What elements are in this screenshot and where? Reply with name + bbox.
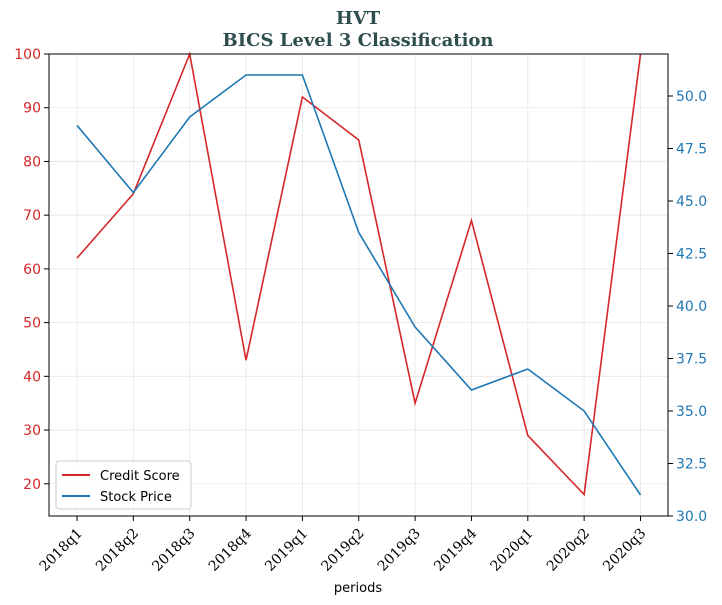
legend-label-stock-price: Stock Price	[100, 490, 172, 505]
left-tick-label: 70	[23, 208, 41, 224]
x-tick-label: 2019q1	[262, 526, 311, 575]
x-tick-label: 2020q1	[487, 526, 536, 575]
legend: Credit Score Stock Price	[55, 460, 192, 510]
x-tick-label: 2019q3	[375, 526, 424, 575]
left-tick-label: 100	[14, 47, 41, 63]
x-tick-label: 2019q4	[431, 525, 480, 574]
right-tick-label: 50.0	[676, 89, 707, 105]
x-tick-label: 2018q3	[149, 526, 198, 575]
x-tick-label: 2020q2	[544, 526, 593, 575]
left-tick-label: 40	[23, 369, 41, 385]
x-tick-label: 2020q3	[600, 526, 649, 575]
right-tick-label: 35.0	[676, 404, 707, 420]
grid	[49, 53, 668, 516]
right-tick-label: 30.0	[676, 509, 707, 525]
right-axis: 30.0 32.5 35.0 37.5 40.0 42.5 45.0 47.5 50.0	[668, 89, 707, 525]
x-tick-label: 2019q2	[318, 526, 367, 575]
right-tick-label: 40.0	[676, 299, 707, 315]
left-tick-label: 90	[23, 101, 41, 117]
legend-label-credit-score: Credit Score	[100, 469, 180, 484]
right-tick-label: 42.5	[676, 247, 707, 263]
left-tick-label: 30	[23, 423, 41, 439]
right-tick-label: 32.5	[676, 457, 707, 473]
left-tick-label: 60	[23, 262, 41, 278]
x-axis-label: periods	[334, 581, 382, 596]
right-tick-label: 45.0	[676, 194, 707, 210]
left-tick-label: 20	[23, 477, 41, 493]
right-tick-label: 37.5	[676, 352, 707, 368]
x-tick-label: 2018q2	[93, 526, 142, 575]
left-tick-label: 50	[23, 316, 41, 332]
x-axis: 2018q1 2018q2 2018q3 2018q4 2019q1 2019q2 2019…	[37, 516, 649, 575]
x-tick-label: 2018q4	[206, 525, 255, 574]
x-tick-label: 2018q1	[37, 526, 86, 575]
right-tick-label: 47.5	[676, 142, 707, 158]
left-tick-label: 80	[23, 154, 41, 170]
chart-title: HVT	[336, 8, 381, 29]
left-axis: 20 30 40 50 60 70 80 90 100	[14, 47, 49, 493]
chart-subtitle: BICS Level 3 Classification	[222, 30, 493, 51]
